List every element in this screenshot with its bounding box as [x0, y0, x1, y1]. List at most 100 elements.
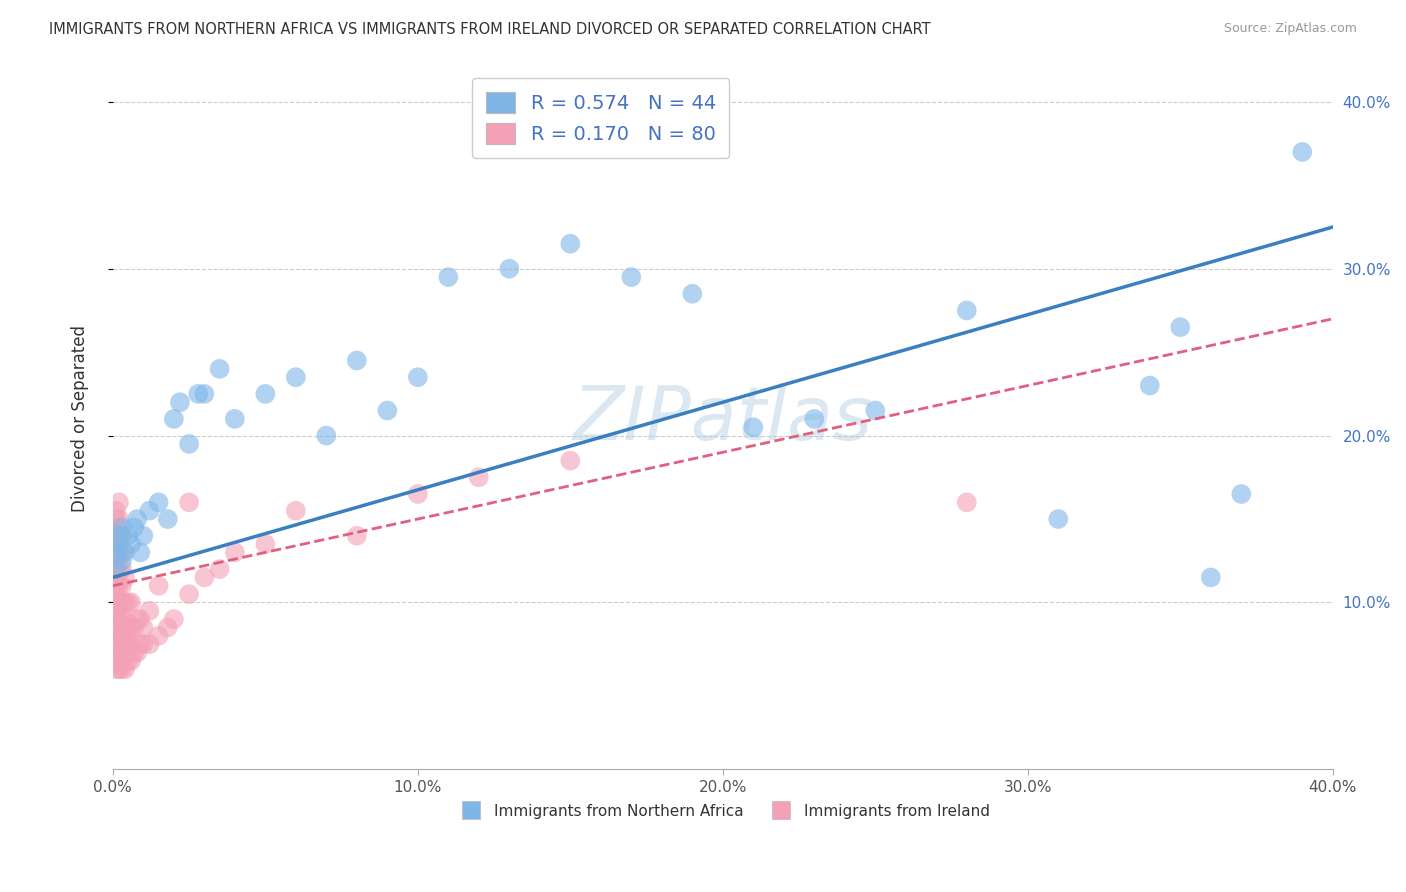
Point: [104, 629, 127, 643]
Point: [560, 453, 582, 467]
Point: [108, 495, 131, 509]
Point: [1139, 378, 1161, 392]
Point: [120, 654, 142, 668]
Point: [111, 529, 134, 543]
Point: [177, 437, 200, 451]
Point: [177, 587, 200, 601]
Point: [120, 595, 142, 609]
Point: [208, 562, 231, 576]
Point: [620, 270, 643, 285]
Point: [108, 579, 131, 593]
Point: [1168, 320, 1191, 334]
Point: [104, 637, 127, 651]
Point: [114, 545, 136, 559]
Point: [104, 662, 127, 676]
Point: [122, 520, 145, 534]
Point: [117, 595, 139, 609]
Point: [108, 662, 131, 676]
Point: [129, 545, 152, 559]
Point: [104, 512, 127, 526]
Point: [114, 646, 136, 660]
Point: [138, 604, 160, 618]
Point: [104, 545, 127, 559]
Point: [120, 637, 142, 651]
Point: [284, 504, 307, 518]
Point: [138, 504, 160, 518]
Point: [108, 537, 131, 551]
Point: [104, 612, 127, 626]
Point: [1230, 487, 1253, 501]
Point: [803, 412, 825, 426]
Point: [104, 562, 127, 576]
Y-axis label: Divorced or Separated: Divorced or Separated: [72, 326, 89, 512]
Point: [169, 395, 191, 409]
Point: [117, 529, 139, 543]
Point: [127, 646, 149, 660]
Point: [148, 629, 170, 643]
Point: [132, 529, 155, 543]
Point: [111, 646, 134, 660]
Point: [681, 286, 703, 301]
Point: [132, 637, 155, 651]
Point: [375, 403, 398, 417]
Point: [104, 604, 127, 618]
Point: [163, 412, 186, 426]
Point: [254, 387, 277, 401]
Point: [111, 629, 134, 643]
Point: [1199, 570, 1222, 584]
Text: Source: ZipAtlas.com: Source: ZipAtlas.com: [1223, 22, 1357, 36]
Point: [148, 495, 170, 509]
Point: [1047, 512, 1070, 526]
Point: [111, 662, 134, 676]
Point: [498, 261, 520, 276]
Point: [177, 495, 200, 509]
Point: [104, 620, 127, 634]
Point: [104, 646, 127, 660]
Point: [108, 654, 131, 668]
Point: [108, 595, 131, 609]
Point: [346, 353, 368, 368]
Point: [111, 579, 134, 593]
Point: [111, 612, 134, 626]
Point: [315, 428, 337, 442]
Point: [104, 579, 127, 593]
Point: [104, 562, 127, 576]
Point: [117, 637, 139, 651]
Point: [284, 370, 307, 384]
Point: [111, 545, 134, 559]
Point: [117, 654, 139, 668]
Point: [224, 545, 246, 559]
Point: [127, 612, 149, 626]
Point: [108, 646, 131, 660]
Point: [111, 595, 134, 609]
Point: [104, 595, 127, 609]
Point: [108, 529, 131, 543]
Point: [127, 512, 149, 526]
Point: [120, 537, 142, 551]
Point: [104, 545, 127, 559]
Point: [114, 662, 136, 676]
Point: [468, 470, 491, 484]
Point: [148, 579, 170, 593]
Point: [104, 537, 127, 551]
Point: [120, 620, 142, 634]
Point: [104, 504, 127, 518]
Point: [156, 512, 179, 526]
Point: [108, 629, 131, 643]
Point: [346, 529, 368, 543]
Text: IMMIGRANTS FROM NORTHERN AFRICA VS IMMIGRANTS FROM IRELAND DIVORCED OR SEPARATED: IMMIGRANTS FROM NORTHERN AFRICA VS IMMIG…: [49, 22, 931, 37]
Point: [108, 545, 131, 559]
Point: [122, 620, 145, 634]
Point: [406, 370, 429, 384]
Point: [956, 495, 979, 509]
Point: [156, 620, 179, 634]
Point: [117, 620, 139, 634]
Point: [138, 637, 160, 651]
Point: [111, 554, 134, 568]
Point: [108, 512, 131, 526]
Text: ZIPatlas: ZIPatlas: [572, 383, 873, 455]
Point: [742, 420, 765, 434]
Point: [129, 612, 152, 626]
Point: [114, 570, 136, 584]
Point: [114, 629, 136, 643]
